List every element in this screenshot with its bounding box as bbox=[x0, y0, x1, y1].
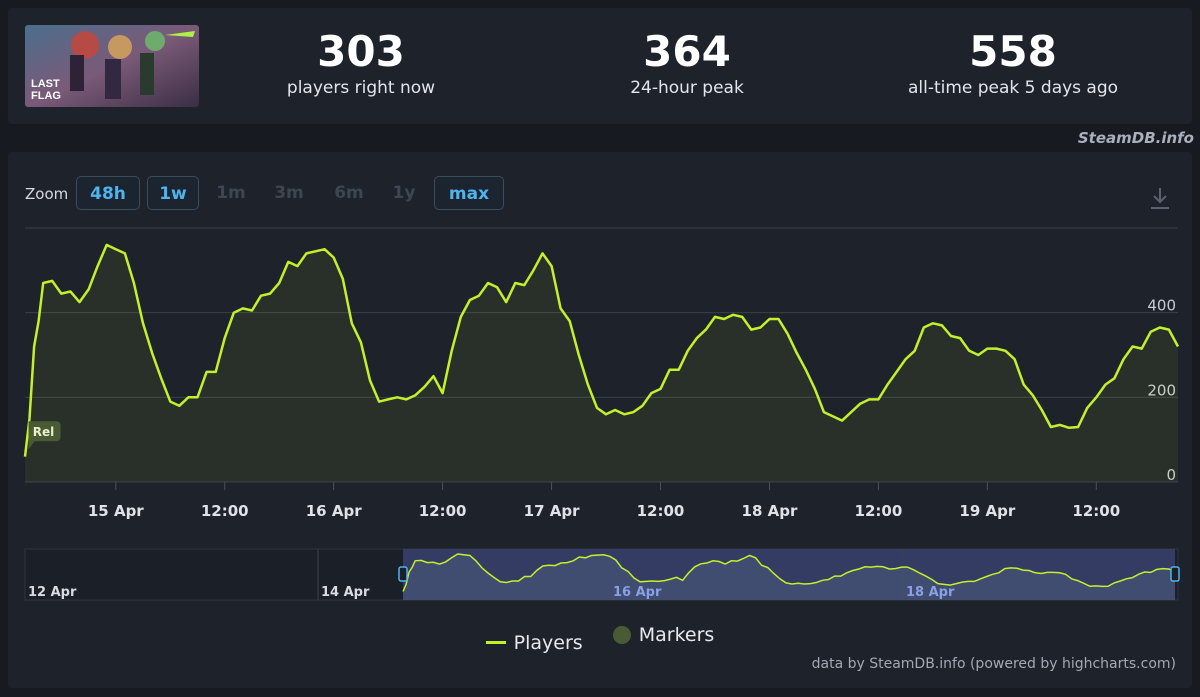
players-series-line bbox=[23, 243, 1180, 457]
x-tick-label: 12:00 bbox=[637, 502, 685, 520]
legend-markers[interactable]: Markers bbox=[612, 624, 715, 646]
legend-line-swatch bbox=[485, 641, 506, 644]
release-marker-flag[interactable]: Rel bbox=[28, 421, 61, 450]
navigator-left-handle[interactable] bbox=[398, 566, 408, 582]
game-capsule-image[interactable]: LAST FLAG bbox=[25, 25, 199, 107]
stat-label: all-time peak 5 days ago bbox=[907, 78, 1119, 98]
zoom-1w-button[interactable]: 1w bbox=[147, 176, 199, 210]
navigator-line bbox=[402, 553, 1176, 592]
navigator-tick-label: 16 Apr bbox=[613, 585, 662, 600]
x-tick-label: 12:00 bbox=[201, 502, 249, 520]
y-tick-label: 0 bbox=[1166, 466, 1176, 484]
navigator-tick-label: 14 Apr bbox=[321, 585, 370, 600]
x-tick-label: 19 Apr bbox=[959, 502, 1015, 520]
zoom-label: Zoom bbox=[25, 185, 69, 203]
stat-label: players right now bbox=[286, 78, 436, 98]
x-tick-label: 17 Apr bbox=[524, 502, 580, 520]
stats-panel: LAST FLAG 303 players right now 364 24-h… bbox=[8, 8, 1192, 124]
marker-label: Rel bbox=[33, 425, 55, 439]
legend-players-label: Players bbox=[513, 631, 583, 654]
zoom-48h-button[interactable]: 48h bbox=[76, 176, 140, 210]
legend-players[interactable]: Players bbox=[485, 631, 583, 654]
players-area bbox=[25, 244, 1178, 482]
navigator-tick-label: 12 Apr bbox=[28, 585, 77, 600]
steamdb-credit-link[interactable]: SteamDB.info bbox=[1077, 129, 1194, 147]
navigator-right-handle[interactable] bbox=[1170, 566, 1180, 582]
x-tick-label: 12:00 bbox=[419, 502, 467, 520]
marker-shape bbox=[28, 421, 61, 450]
zoom-6m-button[interactable]: 6m bbox=[334, 183, 364, 203]
stat-value: 558 bbox=[969, 27, 1057, 76]
x-tick-label: 18 Apr bbox=[742, 502, 798, 520]
stat-label: 24-hour peak bbox=[630, 78, 744, 98]
stat-value: 303 bbox=[317, 27, 405, 76]
navigator-tick-label: 18 Apr bbox=[906, 585, 955, 600]
x-tick-label: 12:00 bbox=[855, 502, 903, 520]
stat-players-now: 303 players right now bbox=[201, 27, 521, 99]
zoom-1y-button[interactable]: 1y bbox=[392, 183, 416, 203]
navigator-area bbox=[403, 554, 1175, 600]
y-tick-label: 200 bbox=[1147, 381, 1176, 399]
chart-legend: Players Markers bbox=[8, 624, 1192, 654]
stat-all-time-peak: 558 all-time peak 5 days ago bbox=[853, 27, 1173, 99]
x-tick-label: 12:00 bbox=[1072, 502, 1120, 520]
stat-24h-peak: 364 24-hour peak bbox=[527, 27, 847, 99]
stat-value: 364 bbox=[643, 27, 731, 76]
x-tick-label: 16 Apr bbox=[306, 502, 362, 520]
zoom-3m-button[interactable]: 3m bbox=[274, 183, 304, 203]
svg-text:FLAG: FLAG bbox=[31, 90, 61, 102]
legend-markers-label: Markers bbox=[638, 624, 715, 646]
zoom-1m-button[interactable]: 1m bbox=[216, 183, 246, 203]
x-tick-label: 15 Apr bbox=[88, 502, 144, 520]
y-tick-label: 400 bbox=[1147, 297, 1176, 315]
zoom-max-button[interactable]: max bbox=[434, 176, 504, 210]
svg-text:LAST: LAST bbox=[31, 78, 60, 90]
download-icon[interactable] bbox=[1148, 186, 1172, 212]
legend-marker-swatch bbox=[612, 626, 631, 644]
highcharts-credit-link[interactable]: data by SteamDB.info (powered by highcha… bbox=[811, 656, 1176, 672]
